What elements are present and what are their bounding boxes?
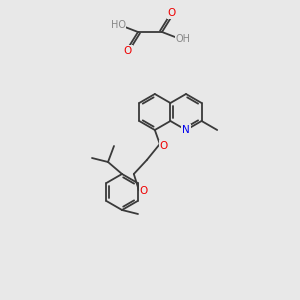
Text: O: O bbox=[168, 8, 176, 18]
Text: O: O bbox=[160, 141, 168, 151]
Text: O: O bbox=[124, 46, 132, 56]
Text: OH: OH bbox=[176, 34, 190, 44]
Text: N: N bbox=[182, 125, 190, 135]
Text: HO: HO bbox=[110, 20, 125, 30]
Text: O: O bbox=[140, 186, 148, 196]
